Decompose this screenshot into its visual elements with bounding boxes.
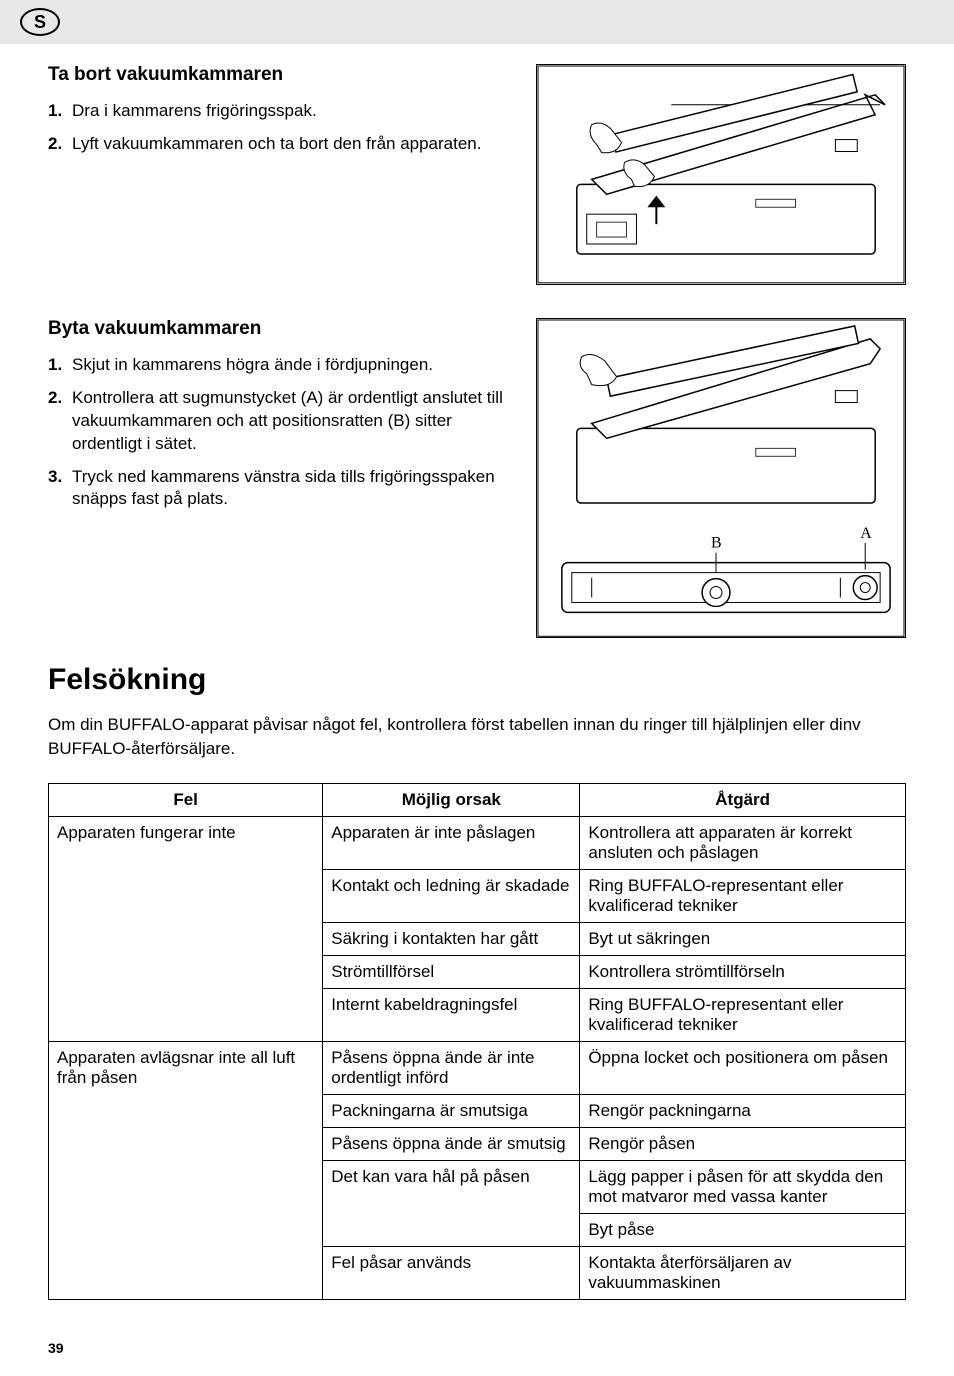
cause-cell: Säkring i kontakten har gått: [323, 922, 580, 955]
col-cause: Möjlig orsak: [323, 783, 580, 816]
troubleshooting-table: Fel Möjlig orsak Åtgärd Apparaten funger…: [48, 783, 906, 1300]
header-bar: S: [0, 0, 954, 44]
cause-cell: Påsens öppna ände är inte ordentligt inf…: [323, 1041, 580, 1094]
remedy-cell: Kontrollera att apparaten är korrekt ans…: [580, 816, 906, 869]
remedy-cell: Kontakta återförsäljaren av vakuummaskin…: [580, 1246, 906, 1299]
fault-cell: Apparaten avlägsnar inte all luft från p…: [49, 1041, 323, 1299]
troubleshooting-intro: Om din BUFFALO-apparat påvisar något fel…: [48, 713, 906, 761]
cause-cell: Fel påsar används: [323, 1246, 580, 1299]
remedy-cell: Lägg papper i påsen för att skydda den m…: [580, 1160, 906, 1213]
cause-cell: Strömtillförsel: [323, 955, 580, 988]
list-item: 3.Tryck ned kammarens vänstra sida tills…: [48, 466, 516, 512]
table-row: Apparaten avlägsnar inte all luft från p…: [49, 1041, 906, 1094]
diagram-remove-chamber: [536, 64, 906, 290]
cause-cell: Packningarna är smutsiga: [323, 1094, 580, 1127]
remedy-cell: Rengör påsen: [580, 1127, 906, 1160]
remedy-cell: Byt påse: [580, 1213, 906, 1246]
page-number: 39: [48, 1340, 906, 1356]
section2-steps: 1.Skjut in kammarens högra ände i fördju…: [48, 354, 516, 512]
cause-cell: Det kan vara hål på påsen: [323, 1160, 580, 1246]
section1-title: Ta bort vakuumkammaren: [48, 64, 516, 86]
section1-steps: 1.Dra i kammarens frigöringsspak. 2.Lyft…: [48, 100, 516, 156]
remedy-cell: Kontrollera strömtillförseln: [580, 955, 906, 988]
table-row: Apparaten fungerar inte Apparaten är int…: [49, 816, 906, 869]
cause-cell: Apparaten är inte påslagen: [323, 816, 580, 869]
col-fault: Fel: [49, 783, 323, 816]
svg-text:B: B: [711, 535, 722, 552]
remedy-cell: Ring BUFFALO-representant eller kvalific…: [580, 869, 906, 922]
vacuum-replace-illustration: B A: [536, 318, 906, 638]
list-item: 2.Lyft vakuumkammaren och ta bort den fr…: [48, 133, 516, 156]
svg-text:A: A: [860, 525, 872, 542]
section-remove-chamber: Ta bort vakuumkammaren 1.Dra i kammarens…: [48, 64, 906, 290]
remedy-cell: Rengör packningarna: [580, 1094, 906, 1127]
remedy-cell: Byt ut säkringen: [580, 922, 906, 955]
troubleshooting-header-row: Felsökning: [48, 653, 906, 713]
vacuum-remove-illustration: [536, 64, 906, 285]
page-content: Ta bort vakuumkammaren 1.Dra i kammarens…: [0, 44, 954, 1376]
section-replace-chamber: Byta vakuumkammaren 1.Skjut in kammarens…: [48, 318, 906, 643]
table-header-row: Fel Möjlig orsak Åtgärd: [49, 783, 906, 816]
remedy-cell: Öppna locket och positionera om påsen: [580, 1041, 906, 1094]
cause-cell: Kontakt och ledning är skadade: [323, 869, 580, 922]
section2-title: Byta vakuumkammaren: [48, 318, 516, 340]
remedy-cell: Ring BUFFALO-representant eller kvalific…: [580, 988, 906, 1041]
list-item: 1.Dra i kammarens frigöringsspak.: [48, 100, 516, 123]
fault-cell: Apparaten fungerar inte: [49, 816, 323, 1041]
list-item: 2.Kontrollera att sugmunstycket (A) är o…: [48, 387, 516, 456]
cause-cell: Internt kabeldragningsfel: [323, 988, 580, 1041]
list-item: 1.Skjut in kammarens högra ände i fördju…: [48, 354, 516, 377]
language-badge: S: [20, 8, 60, 36]
troubleshooting-title: Felsökning: [48, 663, 516, 697]
diagram-replace-chamber: B A: [536, 318, 906, 643]
col-remedy: Åtgärd: [580, 783, 906, 816]
cause-cell: Påsens öppna ände är smutsig: [323, 1127, 580, 1160]
